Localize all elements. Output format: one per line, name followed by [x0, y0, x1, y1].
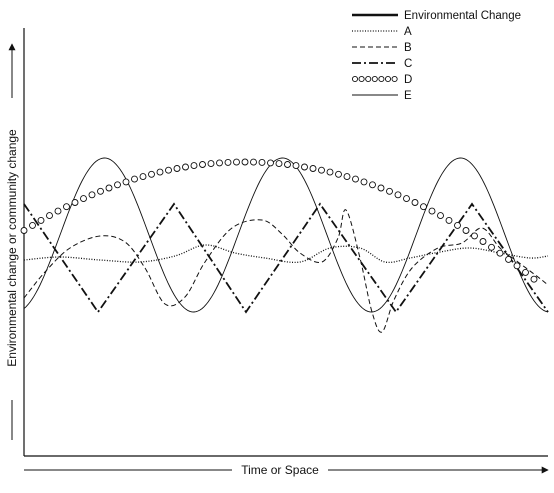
curve-d-marker — [335, 170, 342, 178]
curve-d-marker — [462, 227, 470, 234]
legend-label-d: D — [404, 74, 412, 86]
curve-d-marker — [505, 255, 512, 263]
curve-d-marker — [148, 170, 155, 178]
legend: Environmental Change A B C D E — [351, 10, 521, 102]
curve-d-marker — [250, 158, 257, 166]
curve-d-marker — [343, 173, 351, 181]
curve-d-marker — [428, 207, 436, 215]
legend-label-environmental-change: Environmental Change — [404, 10, 521, 22]
curve-d-marker — [309, 165, 317, 172]
curve-d-marker — [496, 249, 504, 257]
curve-d-marker — [522, 268, 529, 276]
curve-d-marker — [63, 203, 70, 211]
legend-label-a: A — [404, 26, 412, 38]
curve-d-marker — [37, 216, 45, 224]
legend-circle-marker — [351, 75, 359, 83]
curve-d-marker — [352, 175, 359, 183]
curve-d-marker — [156, 168, 164, 176]
curve-d-marker — [173, 165, 181, 172]
curve-d-marker — [530, 275, 538, 283]
curve-d-marker — [207, 160, 215, 168]
curve-d-marker — [46, 212, 53, 220]
curve-d-marker — [114, 181, 121, 189]
curve-d-marker — [80, 195, 87, 203]
legend-circle-marker — [384, 75, 392, 83]
curve-d-marker — [105, 184, 113, 192]
curve-d-marker — [292, 162, 300, 170]
curve-d-marker — [326, 168, 334, 176]
curve-d-marker — [445, 216, 453, 224]
curve-d-marker — [284, 161, 291, 168]
curve-d-marker — [20, 227, 28, 234]
curve-d-marker — [403, 195, 410, 203]
curve-d-marker — [471, 232, 478, 240]
curve-b — [23, 209, 549, 333]
curve-d-marker — [369, 181, 376, 189]
curve-d-marker — [97, 187, 104, 195]
curve-d-marker — [394, 191, 402, 199]
curve-d-marker — [301, 163, 308, 171]
curve-d-marker — [139, 173, 147, 181]
legend-label-e: E — [404, 90, 412, 102]
curve-d-marker — [182, 163, 189, 171]
y-axis-label: Environmental change or community change — [5, 129, 19, 367]
curve-d-marker — [224, 158, 232, 166]
curve-d-marker — [190, 162, 198, 170]
curve-d-marker — [420, 203, 427, 211]
curve-d-marker — [267, 159, 274, 167]
curve-d-marker — [233, 158, 240, 166]
curve-d-marker — [131, 175, 138, 183]
curve-d-marker — [241, 158, 249, 166]
curve-d-marker — [71, 199, 79, 206]
x-axis-label: Time or Space — [241, 463, 319, 477]
legend-circle-marker — [378, 75, 385, 83]
legend-circle-marker — [365, 75, 372, 83]
curve-d-marker — [165, 166, 172, 174]
legend-label-c: C — [404, 58, 412, 70]
curve-d-marker — [360, 178, 368, 186]
curve-d-marker — [411, 199, 419, 206]
curve-e — [23, 157, 549, 313]
legend-label-b: B — [404, 42, 412, 54]
legend-circle-marker — [371, 75, 378, 83]
curve-c — [23, 202, 549, 314]
curve-d — [20, 158, 538, 283]
curve-d-marker — [377, 184, 385, 192]
curve-d-marker — [479, 238, 487, 245]
legend-swatch-d — [351, 75, 398, 83]
curve-d-marker — [54, 207, 62, 215]
curve-d-marker — [454, 221, 461, 229]
legend-circle-marker — [391, 75, 398, 83]
curve-d-marker — [29, 221, 36, 229]
curve-d-marker — [318, 166, 325, 174]
curve-d-marker — [258, 158, 266, 166]
curve-d-marker — [88, 191, 96, 199]
curve-d-marker — [275, 160, 283, 168]
curve-d-marker — [437, 212, 444, 220]
curve-d-marker — [386, 187, 393, 195]
curve-d-marker — [488, 243, 495, 251]
curve-d-marker — [122, 178, 130, 186]
curve-d-marker — [199, 161, 206, 168]
legend-circle-marker — [358, 75, 365, 83]
curve-d-marker — [513, 262, 521, 270]
curve-d-marker — [216, 159, 223, 167]
